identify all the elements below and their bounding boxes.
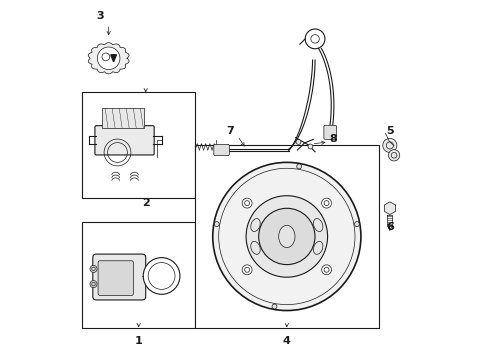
Text: 4: 4 — [283, 336, 290, 346]
Circle shape — [242, 198, 251, 208]
Ellipse shape — [313, 219, 322, 231]
Polygon shape — [384, 202, 394, 215]
FancyBboxPatch shape — [95, 126, 154, 155]
Circle shape — [321, 265, 331, 275]
FancyBboxPatch shape — [93, 254, 145, 300]
Circle shape — [245, 196, 327, 277]
Ellipse shape — [250, 219, 260, 231]
Circle shape — [271, 304, 276, 309]
Text: 5: 5 — [385, 126, 393, 136]
Circle shape — [296, 164, 301, 169]
Bar — [195, 145, 378, 328]
Circle shape — [321, 198, 331, 208]
Ellipse shape — [250, 241, 260, 254]
Text: 2: 2 — [142, 198, 149, 208]
Circle shape — [382, 138, 396, 153]
Ellipse shape — [278, 225, 294, 248]
Ellipse shape — [313, 241, 322, 254]
Circle shape — [307, 144, 312, 149]
Circle shape — [90, 280, 97, 288]
Circle shape — [354, 222, 359, 226]
Circle shape — [387, 150, 399, 161]
Circle shape — [212, 162, 360, 311]
Text: 6: 6 — [385, 221, 393, 231]
Circle shape — [143, 258, 180, 294]
Polygon shape — [88, 43, 129, 74]
Circle shape — [90, 265, 97, 273]
Text: 1: 1 — [135, 336, 142, 346]
FancyBboxPatch shape — [323, 125, 336, 139]
Circle shape — [258, 208, 314, 265]
Polygon shape — [111, 55, 116, 62]
Circle shape — [97, 47, 120, 69]
Text: 8: 8 — [328, 134, 336, 144]
Bar — [82, 92, 195, 198]
Bar — [102, 108, 143, 128]
Text: 3: 3 — [97, 11, 104, 21]
FancyBboxPatch shape — [98, 261, 133, 295]
Text: 7: 7 — [226, 126, 234, 136]
Bar — [82, 222, 195, 328]
Circle shape — [242, 265, 251, 275]
Circle shape — [295, 139, 300, 144]
Circle shape — [214, 222, 219, 226]
FancyBboxPatch shape — [213, 144, 229, 156]
